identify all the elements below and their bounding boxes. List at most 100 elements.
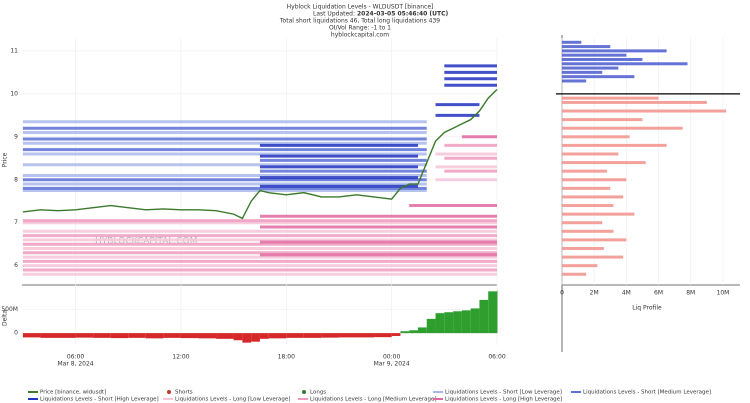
delta-bar (259, 333, 269, 339)
profile-axis-label: Liq Profile (632, 305, 662, 312)
legend-label: Price [binance, wldusdt] (40, 390, 106, 396)
profile-tick-label: 10M (717, 290, 730, 297)
profile-bar (562, 53, 627, 57)
updated-label: Last Updated: (313, 11, 355, 18)
profile-bar (562, 212, 635, 216)
profile-bar (562, 221, 603, 225)
delta-bar (435, 313, 445, 334)
delta-axis-label: Delta (2, 310, 9, 326)
profile-bar (562, 49, 667, 53)
delta-bar (321, 333, 339, 338)
delta-bar (391, 333, 401, 336)
delta-bar (497, 290, 498, 334)
profile-bar (562, 100, 707, 104)
x-tick-label: 12:00 (172, 354, 189, 361)
profile-bar (562, 204, 614, 208)
delta-bar (453, 311, 462, 334)
profile-bar (562, 152, 619, 156)
delta-bar (400, 331, 410, 334)
delta-bar (286, 333, 304, 338)
delta-bar (40, 333, 58, 338)
profile-bar (562, 195, 624, 199)
legend-label: Liquidations Levels - Short [Medium Leve… (583, 390, 711, 396)
legend-label: Liquidations Levels - Long [Medium Lever… (310, 397, 437, 403)
profile-bar (562, 66, 619, 70)
delta-bar (356, 333, 375, 338)
delta-bar (242, 333, 252, 343)
delta-bar (145, 333, 164, 339)
x-tick-label: 00:00 (383, 354, 400, 361)
delta-bar (488, 291, 497, 334)
delta-bar (374, 333, 392, 338)
legend-label: Liquidations Levels - Long [High Leverag… (445, 397, 562, 403)
delta-bar (409, 330, 418, 334)
totals: Total short liquidations 46, Total long … (279, 18, 440, 25)
profile-bar (562, 57, 643, 61)
range: OI/Vol Range: -1 to 1 (329, 25, 391, 32)
delta-bar (268, 333, 287, 339)
x-tick-label: 18:00 (278, 354, 295, 361)
legend-label: Liquidations Levels - Short [High Levera… (40, 397, 159, 403)
profile-bar (562, 238, 627, 242)
x-tick-label: 06:00 (67, 354, 84, 361)
delta-tick-label: 0 (14, 330, 18, 337)
profile-bar (562, 264, 598, 268)
profile-bar (562, 229, 614, 233)
price-line (22, 89, 498, 220)
delta-bar (444, 312, 454, 334)
delta-bar (479, 299, 489, 334)
profile-bar (562, 79, 587, 83)
legend-label: Longs (310, 390, 326, 396)
y-tick-label: 10 (10, 90, 18, 97)
y-tick-label: 7 (14, 219, 18, 226)
profile-tick-label: 6M (654, 290, 663, 297)
profile-bar (562, 45, 611, 49)
delta-bar (93, 333, 111, 338)
delta-bar (470, 308, 480, 334)
profile-bar (562, 169, 608, 173)
delta-tick-label: 500M (1, 306, 18, 313)
delta-bar (216, 333, 234, 339)
profile-bar (562, 126, 683, 130)
chart-title: Hyblock Liquidation Levels - WLDUSDT [bi… (287, 4, 434, 11)
delta-bar (338, 333, 357, 338)
profile-tick-label: 8M (686, 290, 695, 297)
profile-bar (562, 135, 630, 139)
delta-bar (426, 318, 436, 334)
profile-bar (562, 246, 604, 250)
profile-bar (562, 161, 646, 165)
y-tick-label: 9 (14, 133, 18, 140)
profile-bar (562, 178, 627, 182)
legend-marker (302, 390, 306, 394)
y-tick-label: 6 (14, 262, 18, 269)
site: hyblockcapital.com (331, 32, 389, 39)
profile-bar (562, 40, 582, 44)
legend-label: Shorts (175, 390, 193, 396)
legend-label: Liquidations Levels - Short [Low Leverag… (445, 390, 562, 396)
y-axis-label: Price (2, 152, 9, 167)
profile-bar (562, 143, 667, 147)
delta-bar (57, 333, 76, 338)
delta-bar (198, 333, 217, 339)
watermark: HYBLOCKCAPITAL.COM (95, 237, 197, 247)
profile-tick-label: 0 (560, 290, 564, 297)
profile-bar (562, 255, 624, 259)
delta-bar (75, 333, 94, 338)
delta-bar (180, 333, 199, 339)
delta-bar (128, 333, 146, 338)
x-tick-label: 06:00 (488, 354, 505, 361)
x-date-label: Mar 8, 2024 (57, 361, 93, 368)
delta-bar (163, 333, 181, 338)
profile-tick-label: 4M (622, 290, 631, 297)
profile-bar (562, 118, 643, 122)
delta-bar (22, 333, 41, 338)
profile-bar (562, 62, 688, 66)
x-date-label: Mar 9, 2024 (374, 361, 410, 368)
profile-bar (562, 75, 635, 79)
delta-bar (303, 333, 322, 338)
delta-bar (110, 333, 129, 339)
profile-bar (562, 186, 611, 190)
legend-marker (167, 390, 171, 394)
y-tick-label: 8 (14, 176, 18, 183)
